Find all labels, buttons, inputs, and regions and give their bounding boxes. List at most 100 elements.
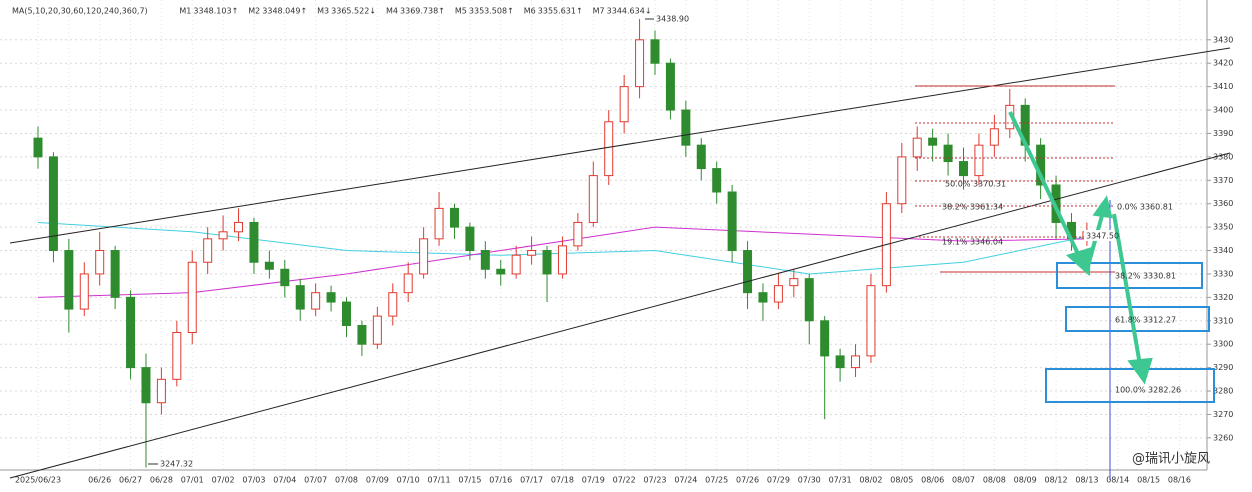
candle-body <box>835 355 845 369</box>
target-box <box>1056 262 1203 289</box>
candle-body <box>696 144 706 170</box>
y-tick-label: 3310 <box>1213 316 1233 325</box>
high-label: 3438.90 <box>656 15 689 24</box>
y-tick-label: 3370 <box>1213 176 1233 185</box>
legend-name: M3 <box>317 7 329 16</box>
legend-value: 3353.508↑ <box>469 7 514 16</box>
last-price-tag <box>1084 230 1114 241</box>
x-tick-label: 07/31 <box>829 476 852 485</box>
y-tick-label: 3410 <box>1213 82 1233 91</box>
legend-value: 3344.634↓ <box>607 7 652 16</box>
legend-name: M2 <box>248 7 260 16</box>
forecast-arrows <box>1008 111 1153 385</box>
candle-body <box>234 221 244 233</box>
x-tick-label: 07/16 <box>489 476 512 485</box>
legend-value: 3365.522↓ <box>331 7 376 16</box>
candle-body <box>480 250 490 270</box>
candle-body <box>280 268 290 287</box>
x-tick-label: 07/23 <box>643 476 666 485</box>
x-tick-label: 07/10 <box>397 476 420 485</box>
candle-body <box>635 39 645 88</box>
x-tick-label: 07/15 <box>458 476 481 485</box>
x-tick-label: 06/28 <box>150 476 173 485</box>
candle-body <box>959 161 968 177</box>
arrow <box>1008 111 1082 259</box>
legend-value: 3369.738↑ <box>400 7 445 16</box>
candle-body <box>851 355 861 369</box>
legend-value: 3355.631↑ <box>538 7 583 16</box>
candle-body <box>372 315 382 345</box>
candle-body <box>172 331 182 380</box>
candle-body <box>434 207 444 240</box>
legend-name: M6 <box>524 7 536 16</box>
candle-body <box>928 137 938 146</box>
candle-body <box>342 301 351 326</box>
x-tick-label: 07/18 <box>551 476 574 485</box>
x-tick-label: 07/04 <box>273 476 296 485</box>
y-tick-label: 3280 <box>1213 387 1233 396</box>
legend-name: M1 <box>179 7 191 16</box>
x-tick-label: 07/01 <box>181 476 204 485</box>
x-tick-label: 08/16 <box>1168 476 1191 485</box>
x-tick-label: 08/06 <box>921 476 944 485</box>
candle-body <box>989 128 999 146</box>
channel-upper <box>9 47 1231 244</box>
candle-body <box>79 273 89 310</box>
plot: 3260 3270 3280 3290 3300 3310 3320 3330 3340 3350… <box>0 0 1233 485</box>
fib-label: 100.0% 3282.26 <box>1115 386 1181 395</box>
x-tick-label: 07/26 <box>736 476 759 485</box>
candle-body <box>95 250 105 275</box>
candle-body <box>974 144 984 177</box>
candle-body <box>866 285 876 357</box>
x-tick-label: 08/05 <box>890 476 913 485</box>
x-tick-label: 07/02 <box>212 476 235 485</box>
watermark: @瑞讯小旋风 <box>1132 452 1210 467</box>
candle-body <box>48 156 58 252</box>
arrowhead <box>1092 195 1113 219</box>
x-tick-label: 06/27 <box>119 476 142 485</box>
low-label: 3247.32 <box>160 460 193 469</box>
x-tick-label: 08/15 <box>1137 476 1160 485</box>
x-tick-label: 08/02 <box>859 476 882 485</box>
y-tick-label: 3350 <box>1213 223 1233 232</box>
candle-body <box>496 268 506 275</box>
x-tick-label: 08/12 <box>1045 476 1068 485</box>
y-tick-label: 3430 <box>1213 35 1233 44</box>
y-tick-label: 3320 <box>1213 293 1233 302</box>
candle-body <box>511 254 521 275</box>
candle-body <box>943 144 953 163</box>
x-tick-label: 07/07 <box>304 476 327 485</box>
fib-label: 38.2% 3361.34 <box>942 203 1003 212</box>
legend-name: M4 <box>386 7 398 16</box>
x-tick-label: 07/08 <box>335 476 358 485</box>
legend-name: M5 <box>455 7 467 16</box>
target-box <box>1045 368 1215 403</box>
candle-body <box>619 86 629 123</box>
candle-body <box>527 250 537 256</box>
candle-body <box>295 285 305 310</box>
candle-body <box>141 367 151 404</box>
candle-body <box>665 62 675 111</box>
candle-body <box>743 250 753 294</box>
y-tick-label: 3360 <box>1213 199 1233 208</box>
candle-body <box>203 238 213 263</box>
candle-body <box>588 175 598 223</box>
x-tick-label: 06/26 <box>88 476 111 485</box>
last-price-label: 3347.50 <box>1086 232 1119 241</box>
x-tick-label: 07/17 <box>520 476 543 485</box>
candle-body <box>449 207 459 228</box>
x-tick-label: 07/09 <box>366 476 389 485</box>
candle-body <box>804 278 814 322</box>
candle-body <box>897 156 907 205</box>
candle-body <box>573 221 583 247</box>
x-tick-label: 2025/06/23 <box>15 476 61 485</box>
candle-body <box>326 292 336 303</box>
fib-label: 61.8% 3312.27 <box>1115 316 1176 325</box>
ma-title: MA(5,10,20,30,60,120,240,360,7) <box>12 7 148 16</box>
ma-line <box>37 221 1088 275</box>
candle-body <box>187 261 197 333</box>
candle-body <box>542 250 552 275</box>
x-tick-label: 08/13 <box>1075 476 1098 485</box>
candle-body <box>789 278 799 287</box>
